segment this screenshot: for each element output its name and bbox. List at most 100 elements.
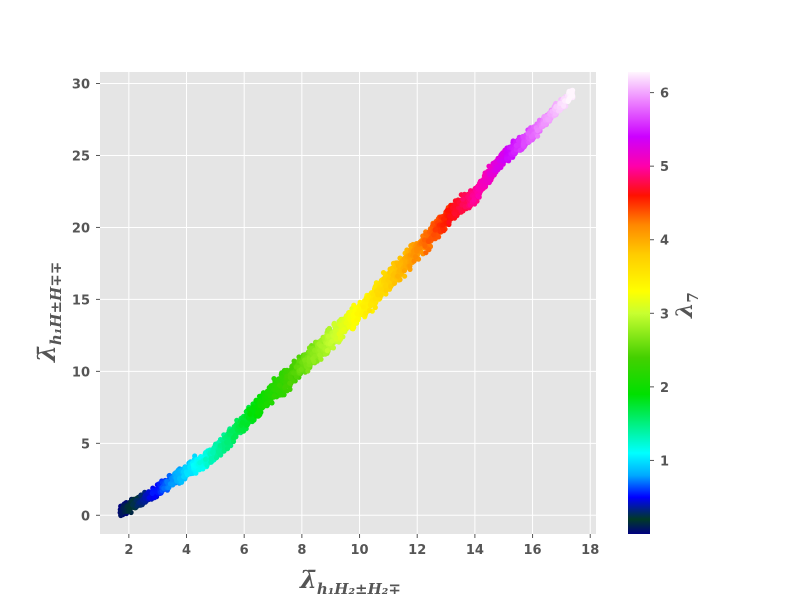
data-point xyxy=(520,141,527,147)
data-point xyxy=(287,386,293,392)
data-point xyxy=(494,164,500,170)
data-point xyxy=(224,439,230,445)
data-point xyxy=(421,237,428,243)
data-point xyxy=(149,490,155,496)
x-tick-label: 8 xyxy=(297,543,306,558)
data-point xyxy=(310,356,316,362)
y-tick-label: 5 xyxy=(81,437,90,452)
colorbar-tick-label: 4 xyxy=(660,234,669,249)
data-point xyxy=(401,268,407,274)
data-point xyxy=(196,467,202,473)
data-point xyxy=(565,98,571,104)
colorbar-title: λ7 xyxy=(672,292,702,319)
data-point xyxy=(388,284,394,290)
data-point xyxy=(545,117,552,123)
data-point xyxy=(378,292,384,298)
data-point xyxy=(475,193,481,199)
data-point xyxy=(264,388,270,394)
data-point xyxy=(184,472,191,478)
data-point xyxy=(232,432,239,439)
data-point xyxy=(460,196,466,202)
data-point xyxy=(446,219,452,225)
data-point xyxy=(276,382,283,388)
y-tick-label: 10 xyxy=(72,365,90,380)
data-point xyxy=(244,422,250,428)
colorbar-tick-label: 1 xyxy=(660,454,669,469)
x-axis-ticks: 2 4 6 8 10 12 14 16 18 xyxy=(124,534,599,558)
colorbar-tick-label: 6 xyxy=(660,87,669,102)
x-tick-label: 18 xyxy=(581,543,599,558)
data-point xyxy=(354,317,360,323)
data-point xyxy=(218,452,224,458)
x-tick-label: 2 xyxy=(124,543,133,558)
data-point xyxy=(324,348,330,354)
colorbar-tick-label: 3 xyxy=(660,307,669,322)
data-point xyxy=(425,238,432,244)
data-point xyxy=(471,197,477,203)
x-tick-label: 4 xyxy=(182,543,191,558)
data-point xyxy=(177,475,183,481)
data-point xyxy=(486,170,493,176)
data-point xyxy=(534,127,541,134)
data-point xyxy=(317,352,323,358)
data-point xyxy=(337,335,343,341)
data-point xyxy=(239,419,246,426)
data-point xyxy=(283,383,289,390)
data-point xyxy=(351,302,357,308)
data-point xyxy=(513,142,520,149)
data-point xyxy=(452,201,458,207)
x-tick-label: 16 xyxy=(524,543,542,558)
data-point xyxy=(279,392,285,398)
data-point xyxy=(391,280,398,286)
data-point xyxy=(515,138,522,144)
data-point xyxy=(170,482,176,488)
x-tick-label: 10 xyxy=(350,543,368,558)
data-point xyxy=(363,310,369,316)
data-point xyxy=(249,416,255,422)
data-point xyxy=(275,389,282,395)
data-point xyxy=(318,343,324,349)
data-point xyxy=(366,307,373,313)
colorbar xyxy=(628,72,650,534)
data-point xyxy=(535,133,541,139)
data-point xyxy=(287,380,293,386)
y-tick-label: 20 xyxy=(72,221,90,236)
data-point xyxy=(383,283,389,289)
data-point xyxy=(361,304,367,310)
data-point xyxy=(350,326,356,332)
y-tick-label: 30 xyxy=(72,78,90,93)
data-point xyxy=(325,333,331,339)
y-tick-label: 15 xyxy=(72,293,90,308)
colorbar-ticks: 1 2 3 4 5 6 xyxy=(650,87,669,469)
data-point xyxy=(422,243,428,249)
data-point xyxy=(341,326,347,333)
data-point xyxy=(363,297,369,303)
data-point xyxy=(246,406,252,412)
data-point xyxy=(291,370,297,376)
data-point xyxy=(431,232,437,238)
data-point xyxy=(329,338,335,344)
data-point xyxy=(166,485,172,491)
data-point xyxy=(331,321,337,328)
x-tick-label: 14 xyxy=(466,543,484,558)
data-point xyxy=(411,258,417,264)
data-point xyxy=(452,211,458,217)
y-axis-ticks: 0 5 10 15 20 25 30 xyxy=(72,78,100,524)
data-point xyxy=(440,216,447,222)
data-point xyxy=(298,366,304,373)
data-point xyxy=(224,446,231,452)
x-tick-label: 12 xyxy=(408,543,426,558)
data-point xyxy=(247,411,253,417)
y-tick-label: 25 xyxy=(72,149,90,164)
data-point xyxy=(305,368,311,374)
data-point xyxy=(204,462,210,468)
data-points xyxy=(117,87,576,519)
data-point xyxy=(368,303,374,309)
data-point xyxy=(354,311,360,317)
data-point xyxy=(372,296,378,302)
data-point xyxy=(251,404,257,410)
data-point xyxy=(436,234,442,240)
data-point xyxy=(525,130,531,136)
data-point xyxy=(271,393,277,399)
